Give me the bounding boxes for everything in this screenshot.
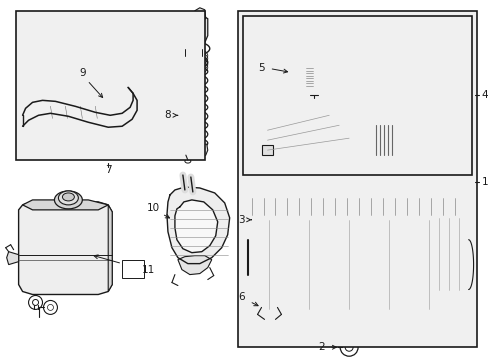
Text: 10: 10 [146,203,159,213]
Polygon shape [19,202,112,294]
Polygon shape [267,104,380,165]
Text: 7: 7 [105,165,111,175]
Bar [237,11,476,347]
Text: 2: 2 [317,342,324,352]
Polygon shape [22,200,108,210]
Polygon shape [305,59,313,90]
Polygon shape [108,205,112,292]
Bar [16,11,204,160]
Polygon shape [166,187,229,264]
Bar [122,260,144,278]
Polygon shape [257,98,388,170]
Text: 8: 8 [164,110,171,120]
Polygon shape [247,194,468,215]
Ellipse shape [333,297,403,337]
Text: 4: 4 [481,90,487,100]
Polygon shape [178,256,211,275]
Polygon shape [373,118,398,165]
Text: 9: 9 [79,68,85,78]
Polygon shape [305,50,313,55]
Polygon shape [7,252,19,265]
Polygon shape [175,200,217,253]
Polygon shape [247,215,468,324]
Text: 5: 5 [258,63,264,73]
Ellipse shape [305,91,314,97]
Text: 1: 1 [481,177,487,187]
Polygon shape [22,87,137,127]
Text: 6: 6 [238,292,244,302]
Text: 11: 11 [141,265,154,275]
Ellipse shape [59,191,78,205]
Bar [261,145,273,155]
Polygon shape [193,8,205,21]
Ellipse shape [54,191,82,209]
Polygon shape [251,150,386,185]
Ellipse shape [62,193,74,201]
Polygon shape [291,55,321,63]
Bar [242,16,470,175]
Polygon shape [173,13,207,46]
Polygon shape [172,144,207,158]
Ellipse shape [344,303,393,331]
Text: 3: 3 [238,215,244,225]
Polygon shape [241,155,267,180]
